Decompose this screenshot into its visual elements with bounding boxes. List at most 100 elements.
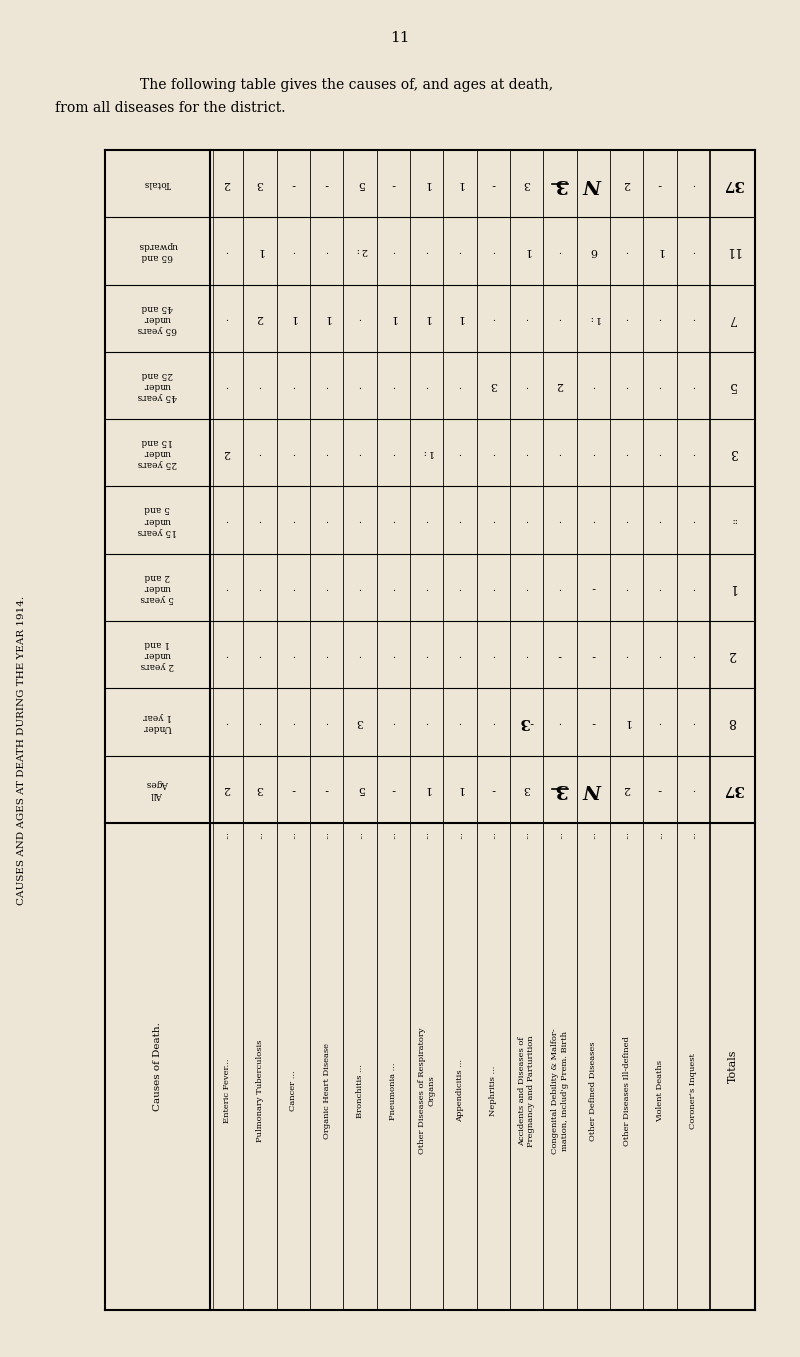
Text: ·: · bbox=[492, 313, 495, 323]
Text: ·: · bbox=[325, 381, 328, 389]
Text: ·: · bbox=[558, 313, 562, 323]
Text: Pulmonary Tuberculosis: Pulmonary Tuberculosis bbox=[256, 1039, 264, 1143]
Text: -: - bbox=[325, 784, 329, 794]
Text: ...: ... bbox=[290, 830, 298, 839]
Text: ·: · bbox=[492, 247, 495, 255]
Text: 3: 3 bbox=[257, 179, 263, 189]
Text: 7: 7 bbox=[729, 312, 737, 324]
Text: 2: 2 bbox=[223, 448, 230, 457]
Text: 3: 3 bbox=[553, 175, 567, 193]
Text: ·: · bbox=[625, 516, 628, 525]
Text: Organic Heart Disease: Organic Heart Disease bbox=[322, 1042, 330, 1139]
Text: 65 and
upwards: 65 and upwards bbox=[138, 242, 178, 261]
Text: CAUSES AND AGES AT DEATH DURING THE YEAR 1914.: CAUSES AND AGES AT DEATH DURING THE YEAR… bbox=[18, 596, 26, 905]
Text: ·: · bbox=[358, 582, 362, 592]
Text: ·: · bbox=[525, 516, 528, 525]
Text: 5: 5 bbox=[729, 379, 737, 392]
Text: ·: · bbox=[625, 381, 628, 389]
Text: ·: · bbox=[658, 313, 662, 323]
Text: ·: · bbox=[258, 516, 262, 525]
Text: ·: · bbox=[692, 582, 695, 592]
Text: 3: 3 bbox=[257, 784, 263, 794]
Text: ·: · bbox=[692, 718, 695, 726]
Text: ·: · bbox=[625, 247, 628, 255]
Text: ·: · bbox=[392, 650, 395, 660]
Text: All
Ages: All Ages bbox=[146, 779, 169, 799]
Text: 1: 1 bbox=[290, 313, 297, 323]
Text: ·: · bbox=[358, 313, 362, 323]
Text: ...: ... bbox=[256, 830, 264, 839]
Text: 45 years
under
25 and: 45 years under 25 and bbox=[138, 370, 177, 402]
Text: ::: :: bbox=[730, 516, 736, 525]
Text: -: - bbox=[658, 784, 662, 794]
Text: ...: ... bbox=[322, 830, 330, 839]
Text: Pneumonia ...: Pneumonia ... bbox=[390, 1063, 398, 1120]
Text: Appendicitis ...: Appendicitis ... bbox=[456, 1060, 464, 1122]
Text: Totals: Totals bbox=[727, 1050, 738, 1083]
Text: 2: 2 bbox=[623, 179, 630, 189]
Text: ·: · bbox=[458, 650, 462, 660]
Text: ·: · bbox=[458, 247, 462, 255]
Text: ·: · bbox=[225, 313, 228, 323]
Text: ·: · bbox=[258, 448, 262, 457]
Text: ·: · bbox=[625, 448, 628, 457]
Text: ·: · bbox=[425, 650, 428, 660]
Text: 6: 6 bbox=[590, 246, 597, 256]
Text: 1: 1 bbox=[423, 313, 430, 323]
Text: N: N bbox=[584, 175, 602, 193]
Text: The following table gives the causes of, and ages at death,: The following table gives the causes of,… bbox=[140, 77, 553, 92]
Text: ·: · bbox=[292, 650, 295, 660]
Text: Causes of Death.: Causes of Death. bbox=[153, 1022, 162, 1111]
Text: 1: 1 bbox=[426, 448, 433, 457]
Text: 2: 2 bbox=[623, 784, 630, 794]
Text: 3: 3 bbox=[523, 784, 530, 794]
Text: -: - bbox=[530, 716, 534, 727]
Text: ·: · bbox=[258, 718, 262, 726]
Text: ·: · bbox=[358, 650, 362, 660]
Text: from all diseases for the district.: from all diseases for the district. bbox=[55, 100, 286, 115]
Text: ·: · bbox=[458, 582, 462, 592]
Text: ·: · bbox=[292, 718, 295, 726]
Text: ...: ... bbox=[656, 830, 664, 839]
Text: 3: 3 bbox=[729, 446, 737, 459]
Text: 1: 1 bbox=[323, 313, 330, 323]
Text: Other Diseases of Respiratory
Organs: Other Diseases of Respiratory Organs bbox=[418, 1027, 435, 1153]
Text: ·: · bbox=[325, 718, 328, 726]
Text: ...: ... bbox=[356, 830, 364, 839]
Text: ·: · bbox=[292, 448, 295, 457]
Text: 3: 3 bbox=[523, 179, 530, 189]
Text: 1: 1 bbox=[423, 179, 430, 189]
Text: 1: 1 bbox=[390, 313, 397, 323]
Text: ...: ... bbox=[490, 830, 498, 839]
Text: Violent Deaths: Violent Deaths bbox=[656, 1060, 664, 1122]
Text: 5: 5 bbox=[357, 179, 363, 189]
Text: ·: · bbox=[292, 247, 295, 255]
Text: ·: · bbox=[425, 516, 428, 525]
Text: ·: · bbox=[625, 313, 628, 323]
Text: ·: · bbox=[358, 516, 362, 525]
Text: ·: · bbox=[325, 582, 328, 592]
Text: :: : bbox=[589, 313, 592, 323]
Text: ·: · bbox=[325, 650, 328, 660]
Text: ...: ... bbox=[622, 830, 630, 839]
Text: Coroner's Inquest: Coroner's Inquest bbox=[690, 1053, 698, 1129]
Text: 2: 2 bbox=[361, 247, 367, 255]
Text: 2 years
under
1 and: 2 years under 1 and bbox=[141, 639, 174, 670]
Text: 1: 1 bbox=[594, 313, 599, 323]
Text: ·: · bbox=[458, 381, 462, 389]
Text: Nephritis ...: Nephritis ... bbox=[490, 1065, 498, 1115]
Text: ·: · bbox=[425, 582, 428, 592]
Text: ·: · bbox=[258, 582, 262, 592]
Text: ·: · bbox=[392, 582, 395, 592]
Text: 1: 1 bbox=[623, 716, 630, 727]
Text: 1: 1 bbox=[657, 246, 663, 256]
Text: ·: · bbox=[492, 516, 495, 525]
Text: -: - bbox=[491, 784, 495, 794]
Text: ·: · bbox=[692, 381, 695, 389]
Text: ·: · bbox=[525, 650, 528, 660]
Text: ...: ... bbox=[456, 830, 464, 839]
Text: ·: · bbox=[292, 516, 295, 525]
Text: ·: · bbox=[492, 582, 495, 592]
Text: ·: · bbox=[692, 313, 695, 323]
Text: ·: · bbox=[392, 516, 395, 525]
